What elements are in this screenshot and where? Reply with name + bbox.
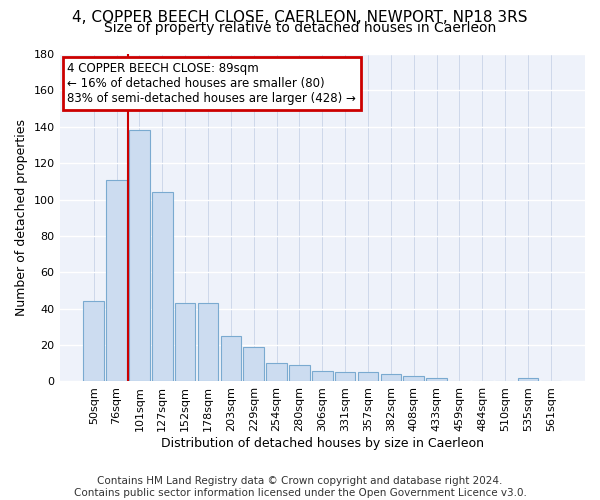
- Bar: [106, 180, 127, 382]
- Bar: [403, 376, 424, 382]
- Bar: [380, 374, 401, 382]
- Bar: [83, 302, 104, 382]
- Bar: [312, 370, 332, 382]
- Bar: [198, 303, 218, 382]
- X-axis label: Distribution of detached houses by size in Caerleon: Distribution of detached houses by size …: [161, 437, 484, 450]
- Bar: [244, 347, 264, 382]
- Bar: [289, 365, 310, 382]
- Bar: [221, 336, 241, 382]
- Y-axis label: Number of detached properties: Number of detached properties: [15, 119, 28, 316]
- Text: Size of property relative to detached houses in Caerleon: Size of property relative to detached ho…: [104, 21, 496, 35]
- Bar: [426, 378, 447, 382]
- Text: 4 COPPER BEECH CLOSE: 89sqm
← 16% of detached houses are smaller (80)
83% of sem: 4 COPPER BEECH CLOSE: 89sqm ← 16% of det…: [67, 62, 356, 105]
- Bar: [175, 303, 196, 382]
- Bar: [518, 378, 538, 382]
- Bar: [266, 364, 287, 382]
- Text: Contains HM Land Registry data © Crown copyright and database right 2024.
Contai: Contains HM Land Registry data © Crown c…: [74, 476, 526, 498]
- Bar: [152, 192, 173, 382]
- Bar: [335, 372, 355, 382]
- Bar: [358, 372, 378, 382]
- Text: 4, COPPER BEECH CLOSE, CAERLEON, NEWPORT, NP18 3RS: 4, COPPER BEECH CLOSE, CAERLEON, NEWPORT…: [72, 10, 528, 25]
- Bar: [129, 130, 150, 382]
